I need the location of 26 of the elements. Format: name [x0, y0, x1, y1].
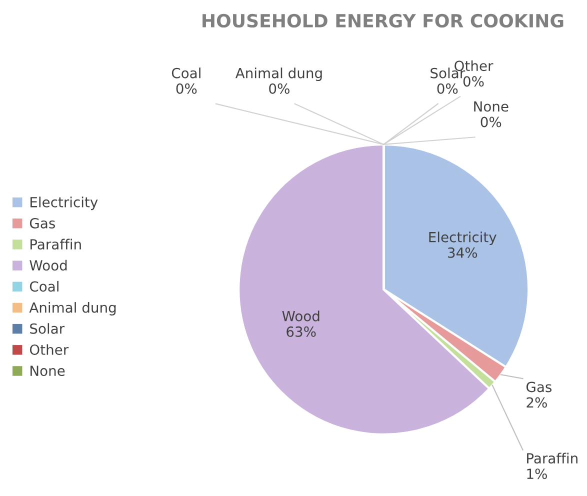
- legend-label: Paraffin: [30, 238, 81, 250]
- text: 0%: [463, 76, 484, 87]
- legend-label: Electricity: [30, 196, 98, 210]
- slice-label: Gas: [526, 382, 552, 392]
- slice-label: Paraffin: [527, 452, 578, 464]
- text: 0%: [437, 83, 458, 94]
- category-label: Animal dung: [235, 68, 322, 82]
- data-label: 1%: [527, 468, 547, 480]
- data-label: 63%: [286, 326, 316, 337]
- category-label: Coal: [172, 68, 200, 78]
- legend-label: Coal: [30, 280, 58, 292]
- slice-label: Electricity: [429, 232, 496, 246]
- legend-label: None: [30, 366, 65, 376]
- legend-label: Wood: [30, 260, 67, 271]
- text: 0%: [480, 116, 502, 128]
- slice-label: Wood: [282, 310, 320, 322]
- legend-label: Gas: [30, 218, 55, 228]
- data-label: 34%: [448, 247, 478, 258]
- legend-label: Other: [30, 344, 69, 355]
- data-label: 2%: [526, 397, 547, 408]
- text: 0%: [269, 83, 290, 94]
- text: 0%: [176, 83, 197, 94]
- legend-label: Solar: [30, 323, 65, 334]
- category-label: None: [474, 101, 508, 112]
- chart-title: HOUSEHOLD ENERGY FOR COOKING: [202, 14, 564, 28]
- legend-label: Animal dung: [29, 302, 116, 316]
